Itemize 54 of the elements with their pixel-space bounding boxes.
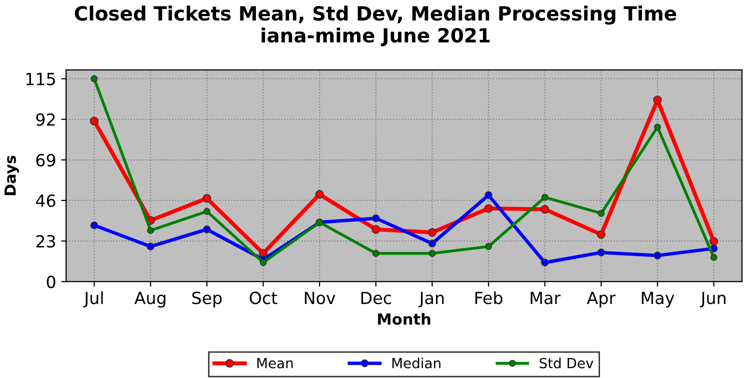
x-tick-label: Sep (192, 292, 222, 308)
chart-title: Closed Tickets Mean, Std Dev, Median Processing Time iana-mime June 2021 (74, 6, 676, 46)
point (428, 240, 436, 248)
point (485, 243, 492, 250)
point (428, 250, 436, 257)
x-tick-label: Jun (700, 292, 726, 308)
point (146, 242, 154, 250)
legend-label: Median (392, 358, 440, 368)
point (203, 226, 211, 234)
point (372, 225, 380, 234)
y-tick-label: 23 (36, 235, 56, 248)
point (541, 194, 548, 201)
point (596, 230, 606, 239)
point (540, 204, 550, 214)
point (710, 254, 718, 261)
x-axis-title: Month (378, 313, 430, 325)
point (147, 226, 154, 234)
point (597, 248, 606, 256)
x-tick-label: Mar (530, 292, 561, 304)
x-tick-label: Oct (250, 292, 278, 304)
point (710, 237, 718, 246)
point (202, 194, 212, 203)
point (260, 259, 267, 266)
x-tick-label: Nov (304, 292, 336, 304)
y-tick-label: 69 (36, 154, 56, 166)
point (540, 258, 549, 266)
point (484, 204, 493, 213)
point (315, 190, 324, 199)
point (598, 210, 605, 217)
point (372, 250, 380, 257)
point (428, 228, 437, 237)
point (654, 252, 662, 260)
x-tick-label: Feb (475, 291, 502, 304)
point (90, 221, 98, 230)
legend-label: Std Dev (540, 358, 594, 368)
x-tick-label: Jan (418, 292, 444, 308)
point (90, 75, 98, 82)
y-axis-title: Days (4, 156, 19, 196)
legend-label: Mean (257, 358, 293, 368)
y-tick-label: 46 (36, 194, 56, 208)
point (90, 116, 99, 126)
x-tick-label: Apr (586, 292, 616, 308)
x-tick-label: May (642, 292, 674, 308)
point (653, 96, 662, 104)
point (203, 208, 210, 215)
y-tick-label: 0 (46, 276, 56, 288)
x-tick-label: Dec (361, 292, 391, 304)
point (372, 214, 380, 222)
x-tick-label: Aug (134, 292, 166, 308)
point (654, 124, 661, 131)
y-tick-label: 92 (36, 113, 55, 126)
x-tick-label: Jul (83, 291, 103, 308)
y-tick-label: 115 (26, 72, 55, 86)
point (484, 191, 492, 200)
